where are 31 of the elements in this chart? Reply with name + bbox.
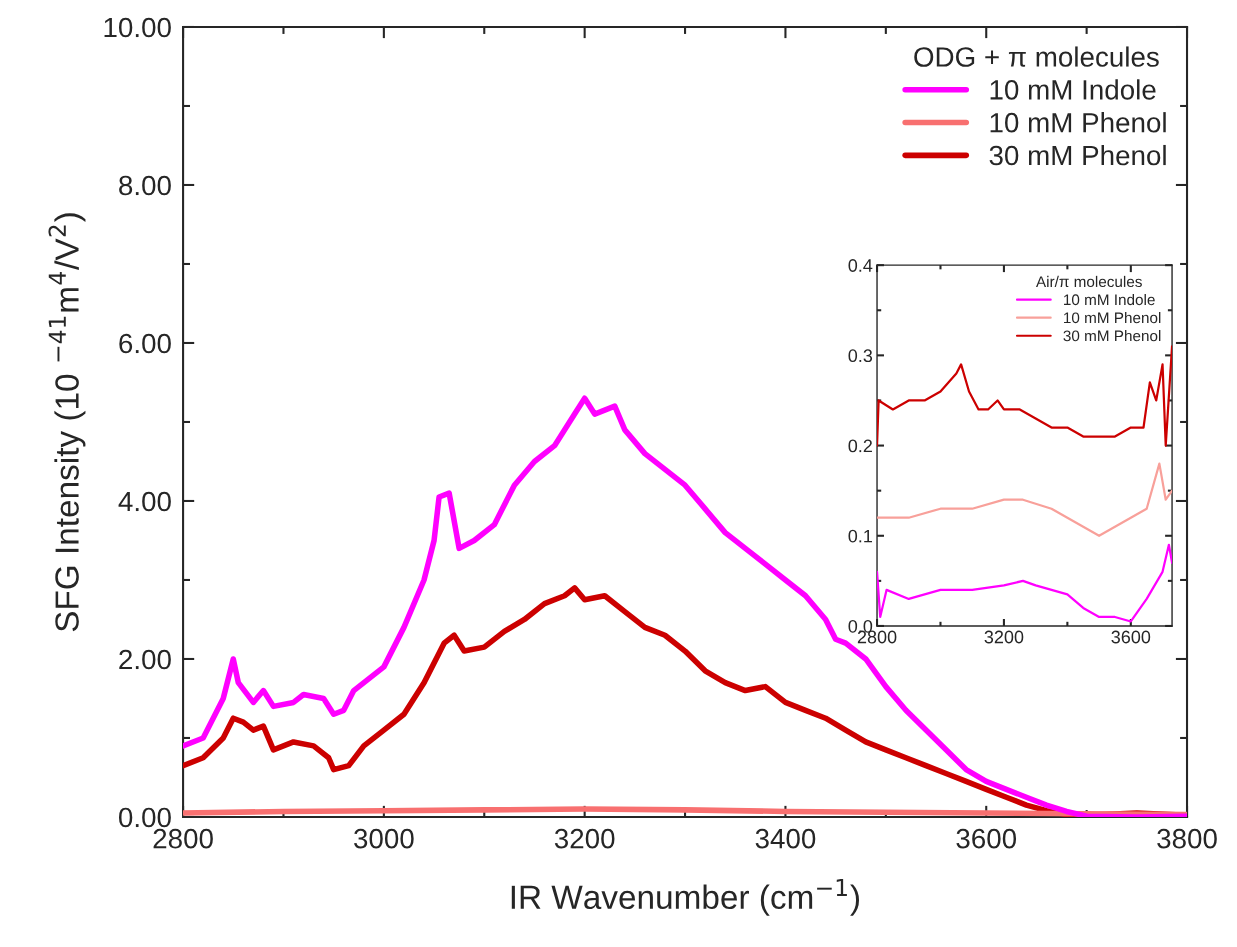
x-axis-title: IR Wavenumber (cm$^{−1}$) xyxy=(511,878,859,916)
y-tick-label: 10.00 xyxy=(104,17,171,38)
legend-label: 10 mM Indole xyxy=(990,79,1156,100)
y-tick-label: 0.4 xyxy=(848,259,873,272)
x-tick-label: 3800 xyxy=(1157,828,1217,849)
line-series xyxy=(877,543,1173,623)
x-tick-label: 2800 xyxy=(153,828,213,849)
legend-label: 10 mM Phenol xyxy=(1064,311,1161,324)
legend-label: 10 mM Phenol xyxy=(990,112,1166,133)
y-tick-label: 6.00 xyxy=(119,333,171,354)
x-tick-label: 3600 xyxy=(1111,630,1151,644)
line-series xyxy=(877,462,1173,537)
y-tick-label: 0.3 xyxy=(848,349,873,363)
x-tick-label: 3600 xyxy=(956,828,1017,849)
y-tick-label: 0.2 xyxy=(848,439,872,453)
y-tick-label: 0.1 xyxy=(848,529,872,543)
y-axis-title: SFG Intensity (10 $^{−41}$m$^{4}$/V$^{2}$) xyxy=(48,213,86,632)
y-tick-label: 8.00 xyxy=(119,175,171,196)
legend-label: 10 mM Indole xyxy=(1064,293,1155,306)
legend-label: 30 mM Phenol xyxy=(989,144,1166,166)
legend-label: 30 mM Phenol xyxy=(1063,330,1161,342)
y-tick-label: 2.00 xyxy=(119,649,171,670)
y-tick-label: 4.00 xyxy=(118,491,171,512)
legend-title: ODG + π molecules xyxy=(914,46,1159,67)
x-tick-label: 3000 xyxy=(354,828,414,849)
x-tick-label: 3200 xyxy=(554,828,615,849)
x-tick-label: 3400 xyxy=(755,828,816,849)
x-tick-label: 3200 xyxy=(984,630,1024,644)
y-tick-label: 0.00 xyxy=(118,807,171,828)
line-series xyxy=(877,345,1173,447)
legend-title: Air/π molecules xyxy=(1035,275,1142,288)
